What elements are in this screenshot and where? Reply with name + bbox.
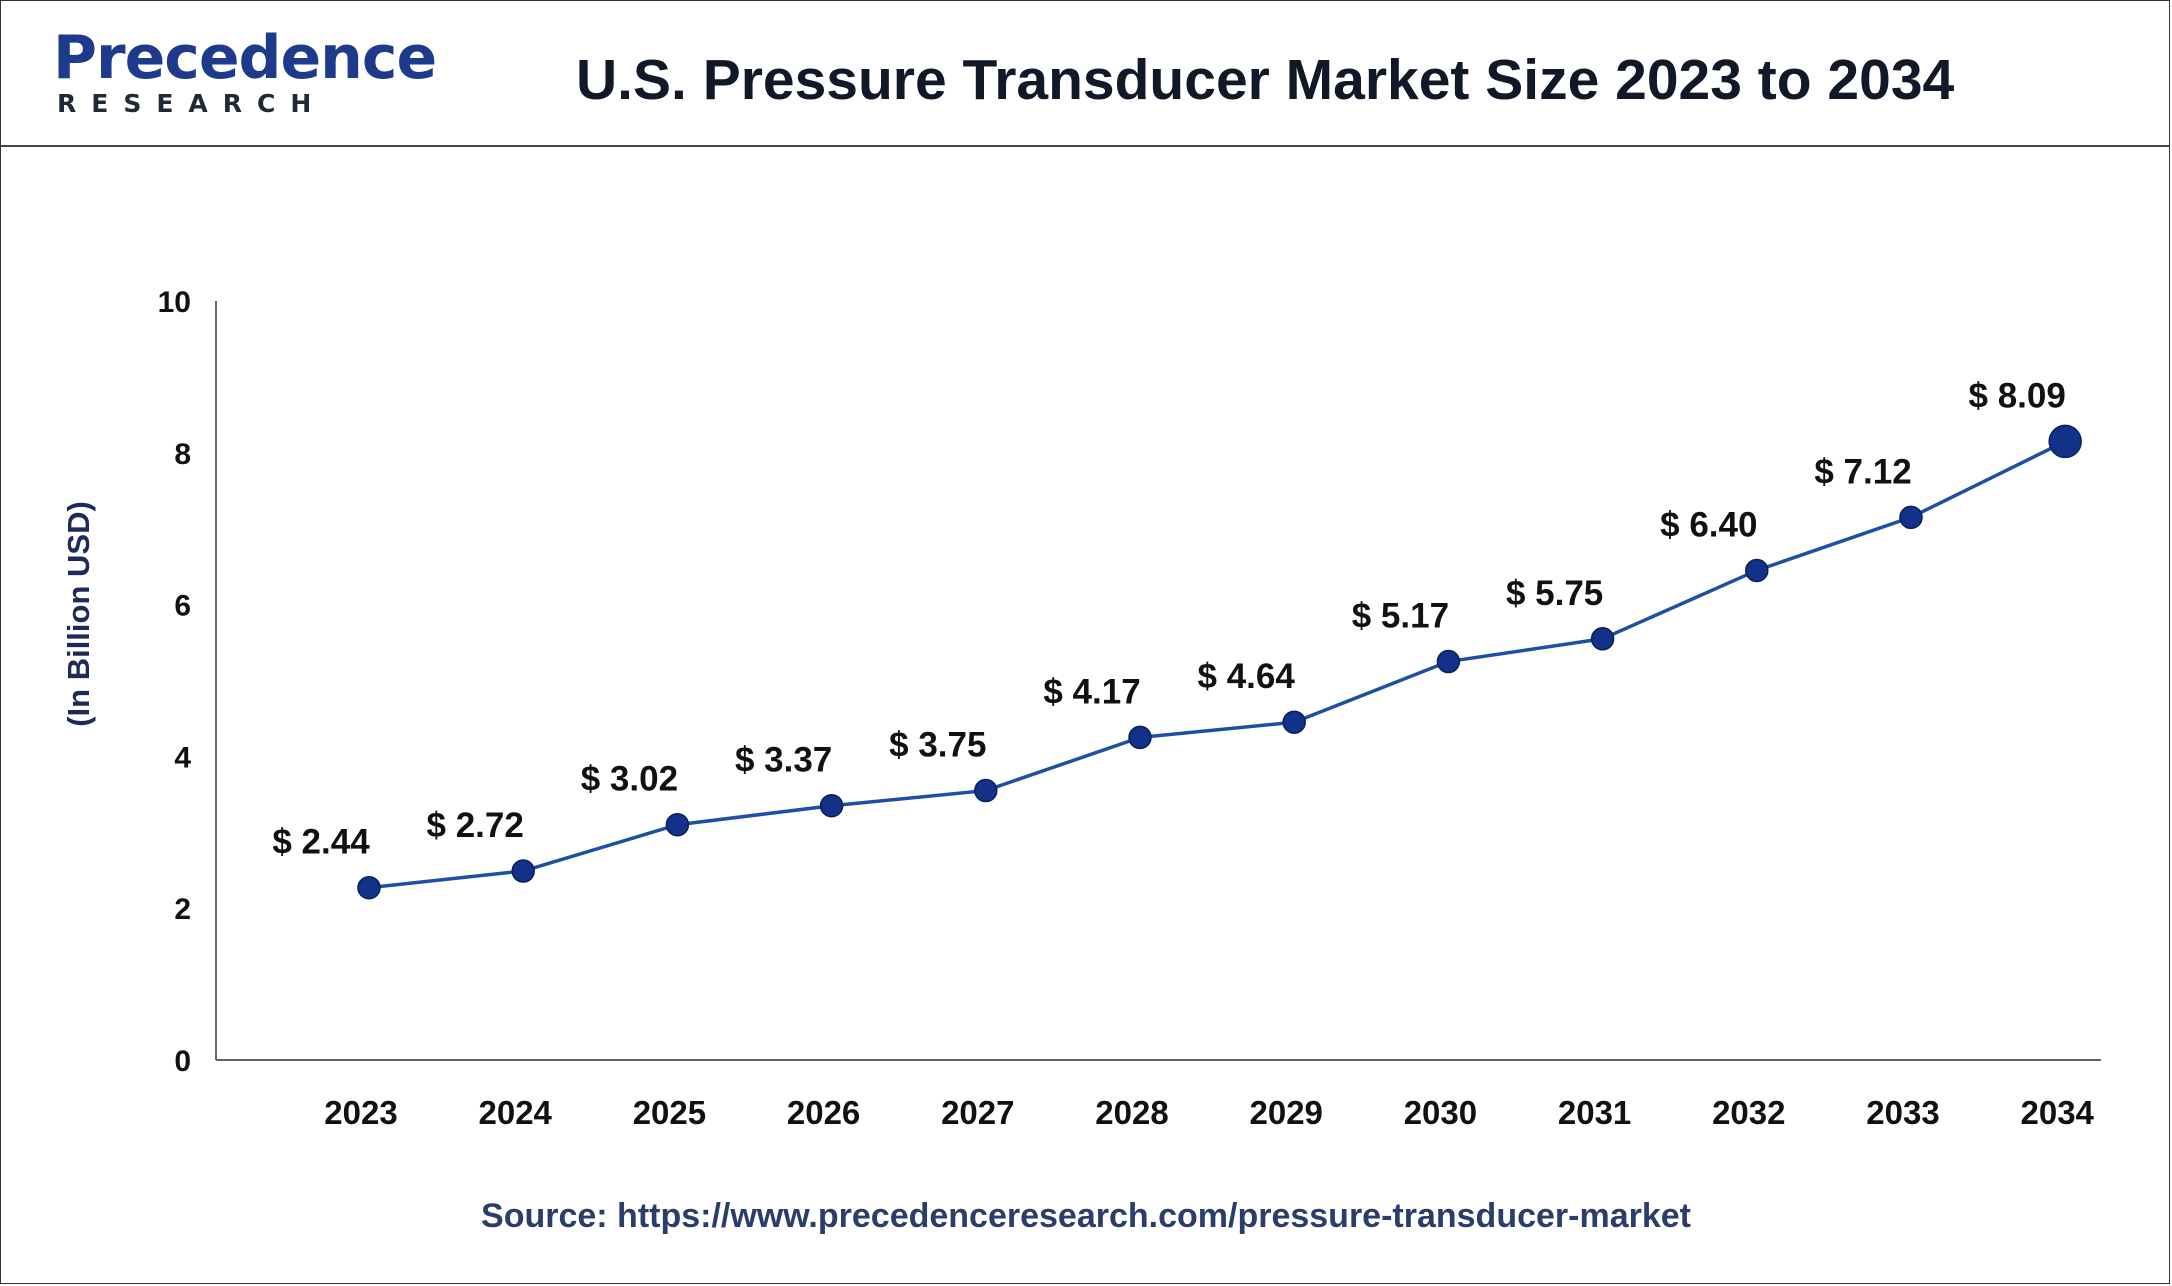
data-point (2048, 424, 2082, 459)
y-tick-label: 6 (174, 590, 191, 623)
logo-wordmark: Precedence (53, 23, 437, 93)
data-label: $ 2.72 (427, 806, 524, 845)
x-tick-label: 2027 (941, 1094, 1014, 1131)
x-ticks: 2023 2024 2025 2026 2027 2028 2029 2030 2031 2032… (324, 1094, 2094, 1131)
x-tick-label: 2025 (633, 1094, 706, 1131)
data-label: $ 5.17 (1352, 597, 1449, 636)
axes (215, 301, 2101, 1061)
series (357, 424, 2082, 900)
data-label: $ 4.17 (1043, 672, 1140, 711)
data-point (357, 875, 381, 900)
data-point (1899, 505, 1923, 530)
x-tick-label: 2034 (2020, 1094, 2094, 1131)
line-chart: 0 2 4 6 8 10 2023 2024 2025 2026 2027 2028 2029 2030… (158, 286, 2101, 1131)
y-tick-label: 2 (174, 893, 191, 926)
logo: Precedence RESEARCH (53, 23, 437, 123)
y-tick-label: 8 (174, 438, 191, 471)
x-tick-label: 2028 (1095, 1094, 1168, 1131)
data-point (1282, 710, 1306, 734)
data-point (511, 859, 535, 883)
y-tick-label: 4 (174, 741, 191, 774)
x-tick-label: 2026 (787, 1094, 860, 1131)
logo-subtitle: RESEARCH (57, 89, 327, 118)
data-label: $ 8.09 (1969, 376, 2066, 415)
data-point (819, 793, 844, 818)
y-tick-label: 0 (174, 1045, 191, 1078)
data-point (1128, 725, 1152, 750)
x-tick-label: 2029 (1249, 1094, 1322, 1131)
x-tick-label: 2032 (1712, 1094, 1785, 1131)
y-tick-label: 10 (158, 286, 191, 319)
data-label: $ 6.40 (1660, 505, 1757, 544)
data-point (665, 812, 690, 837)
data-label: $ 5.75 (1506, 574, 1603, 613)
data-point (1745, 558, 1769, 583)
x-tick-label: 2031 (1558, 1094, 1631, 1131)
y-ticks: 0 2 4 6 8 10 (158, 286, 192, 1078)
x-tick-label: 2024 (478, 1094, 552, 1131)
data-label: $ 7.12 (1814, 452, 1911, 491)
data-point (1590, 627, 1615, 651)
data-point (1436, 649, 1461, 674)
series-line (368, 439, 2066, 890)
x-tick-label: 2023 (324, 1094, 397, 1131)
data-label: $ 4.64 (1198, 657, 1296, 696)
data-labels: $ 2.44 $ 2.72 $ 3.02 $ 3.37 $ 3.75 $ 4.17 $ 4.… (272, 376, 2066, 861)
data-point (974, 778, 998, 803)
header: Precedence RESEARCH U.S. Pressure Transd… (1, 1, 2169, 147)
chart-title: U.S. Pressure Transducer Market Size 202… (576, 48, 1955, 112)
x-tick-label: 2033 (1866, 1094, 1939, 1131)
data-label: $ 3.02 (581, 760, 678, 799)
data-label: $ 2.44 (272, 823, 370, 862)
source-note: Source: https://www.precedenceresearch.c… (481, 1197, 1691, 1235)
data-label: $ 3.37 (735, 741, 832, 780)
data-label: $ 3.75 (889, 726, 986, 765)
x-tick-label: 2030 (1404, 1094, 1477, 1131)
